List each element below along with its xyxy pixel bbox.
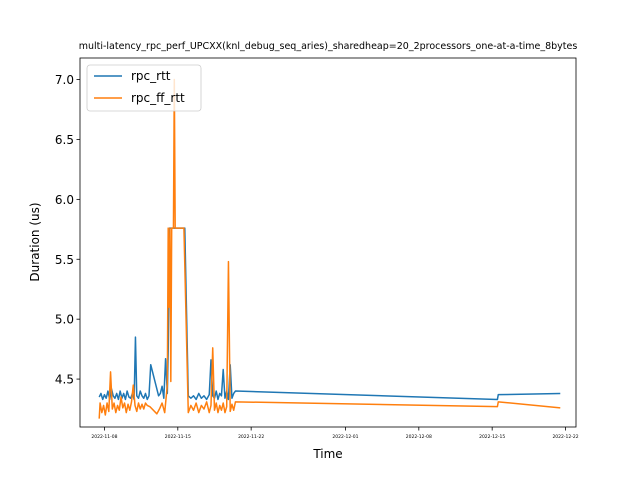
y-tick-label: 6.0 <box>55 193 74 207</box>
x-axis-label: Time <box>312 447 342 461</box>
x-tick-label: 2022-12-01 <box>332 434 358 440</box>
x-tick-label: 2022-12-22 <box>552 434 578 440</box>
y-tick-label: 6.5 <box>55 133 74 147</box>
y-tick-label: 5.5 <box>55 253 74 267</box>
legend-label-rpc-rtt: rpc_rtt <box>131 69 171 83</box>
x-tick-label: 2022-11-22 <box>238 434 264 440</box>
series-layer <box>98 78 561 419</box>
y-axis-label: Duration (us) <box>28 202 42 281</box>
legend: rpc_rtt rpc_ff_rtt <box>86 64 202 112</box>
x-tick-label: 2022-12-08 <box>406 434 432 440</box>
x-tick-label: 2022-12-15 <box>479 434 505 440</box>
y-tick-label: 7.0 <box>55 73 74 87</box>
x-tick-label: 2022-11-08 <box>91 434 117 440</box>
series-line-rpc-rtt <box>98 227 561 401</box>
x-axis: 2022-11-08 2022-11-15 2022-11-22 2022-12-01… <box>91 427 579 440</box>
y-axis: 4.5 5.0 5.5 6.0 6.5 7.0 <box>55 73 80 387</box>
y-tick-label: 4.5 <box>55 373 74 387</box>
series-line-rpc-ff-rtt <box>98 78 561 419</box>
plot-frame <box>79 57 577 428</box>
legend-label-rpc-ff-rtt: rpc_ff_rtt <box>131 91 185 105</box>
y-tick-label: 5.0 <box>55 313 74 327</box>
x-tick-label: 2022-11-15 <box>165 434 191 440</box>
chart-title: multi-latency_rpc_perf_UPCXX(knl_debug_s… <box>79 41 578 52</box>
